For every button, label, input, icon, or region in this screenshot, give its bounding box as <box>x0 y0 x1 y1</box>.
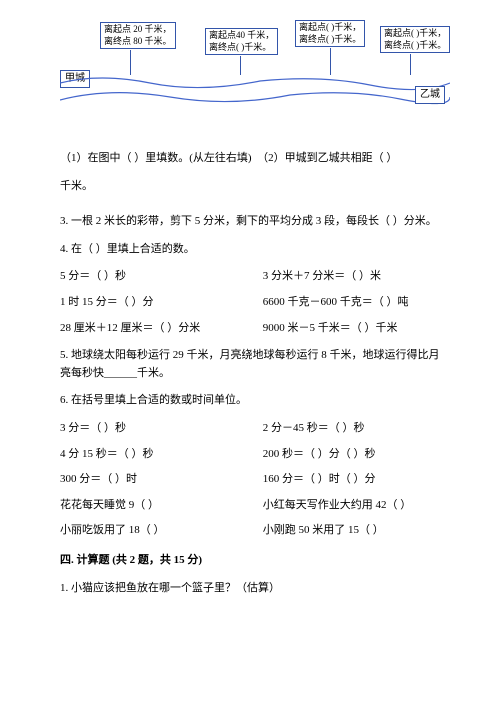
section4-title: 四. 计算题 (共 2 题，共 15 分) <box>60 552 450 570</box>
questions-content: （1）在图中（ ）里填数。(从左往右填) （2）甲城到乙城共相距（ ） 千米。 … <box>60 150 450 597</box>
box-line: 离起点40 千米， <box>209 30 274 42</box>
box-line: 离起点 20 千米， <box>104 24 172 36</box>
river-svg <box>60 75 450 110</box>
q4-cell: 28 厘米＋12 厘米＝（ ）分米 <box>60 320 263 338</box>
box-line: 离终点 80 千米。 <box>104 36 172 48</box>
box-line: 离起点( )千米， <box>299 22 361 34</box>
q4-cell: 5 分＝（ ）秒 <box>60 268 263 286</box>
q6-cell: 3 分＝（ ）秒 <box>60 420 263 438</box>
connector <box>410 54 411 75</box>
q4-cell: 6600 千克－600 千克＝（ ）吨 <box>263 294 450 312</box>
q6-cell: 小刚跑 50 米用了 15（ ） <box>263 522 450 540</box>
q5: 5. 地球绕太阳每秒运行 29 千米，月亮绕地球每秒运行 8 千米，地球运行得比… <box>60 347 450 382</box>
connector <box>130 50 131 75</box>
q4-cell: 9000 米－5 千米＝（ ）千米 <box>263 320 450 338</box>
box-line: 离起点( )千米， <box>384 28 446 40</box>
q6-row: 小丽吃饭用了 18（ ） 小刚跑 50 米用了 15（ ） <box>60 522 450 540</box>
q6-row: 300 分＝（ ）时 160 分＝（ ）时（ ）分 <box>60 471 450 489</box>
q4-cell: 3 分米＋7 分米＝（ ）米 <box>263 268 450 286</box>
q4-title: 4. 在（ ）里填上合适的数。 <box>60 241 450 259</box>
q6-cell: 小红每天写作业大约用 42（ ） <box>263 497 450 515</box>
diagram-box-1: 离起点 20 千米， 离终点 80 千米。 <box>100 22 176 49</box>
box-line: 离终点( )千米。 <box>384 40 446 52</box>
q3: 3. 一根 2 米长的彩带，剪下 5 分米，剩下的平均分成 3 段，每段长（ ）… <box>60 213 450 231</box>
q6-row: 4 分 15 秒＝（ ）秒 200 秒＝（ ）分（ ）秒 <box>60 446 450 464</box>
distance-diagram: 离起点 20 千米， 离终点 80 千米。 离起点40 千米， 离终点( )千米… <box>60 20 450 120</box>
q6-cell: 4 分 15 秒＝（ ）秒 <box>60 446 263 464</box>
q4-row: 28 厘米＋12 厘米＝（ ）分米 9000 米－5 千米＝（ ）千米 <box>60 320 450 338</box>
diagram-box-3: 离起点( )千米， 离终点( )千米。 <box>295 20 365 47</box>
q6-cell: 200 秒＝（ ）分（ ）秒 <box>263 446 450 464</box>
q6-row: 3 分＝（ ）秒 2 分－45 秒＝（ ）秒 <box>60 420 450 438</box>
box-line: 离终点( )千米。 <box>299 34 361 46</box>
s4-q1: 1. 小猫应该把鱼放在哪一个篮子里？（估算） <box>60 580 450 598</box>
q1-2-line1: （1）在图中（ ）里填数。(从左往右填) （2）甲城到乙城共相距（ ） <box>60 150 450 168</box>
q4-row: 5 分＝（ ）秒 3 分米＋7 分米＝（ ）米 <box>60 268 450 286</box>
city-b-label: 乙城 <box>415 86 445 104</box>
box-line: 离终点( )千米。 <box>209 42 274 54</box>
connector <box>330 48 331 75</box>
q6-cell: 小丽吃饭用了 18（ ） <box>60 522 263 540</box>
diagram-box-2: 离起点40 千米， 离终点( )千米。 <box>205 28 278 55</box>
q4-row: 1 时 15 分＝（ ）分 6600 千克－600 千克＝（ ）吨 <box>60 294 450 312</box>
q6-title: 6. 在括号里填上合适的数或时间单位。 <box>60 392 450 410</box>
q6-cell: 160 分＝（ ）时（ ）分 <box>263 471 450 489</box>
q6-row: 花花每天睡觉 9（ ） 小红每天写作业大约用 42（ ） <box>60 497 450 515</box>
q6-cell: 花花每天睡觉 9（ ） <box>60 497 263 515</box>
q6-cell: 300 分＝（ ）时 <box>60 471 263 489</box>
q1-2-line2: 千米。 <box>60 178 450 196</box>
q6-cell: 2 分－45 秒＝（ ）秒 <box>263 420 450 438</box>
connector <box>240 56 241 75</box>
q4-cell: 1 时 15 分＝（ ）分 <box>60 294 263 312</box>
diagram-box-4: 离起点( )千米， 离终点( )千米。 <box>380 26 450 53</box>
